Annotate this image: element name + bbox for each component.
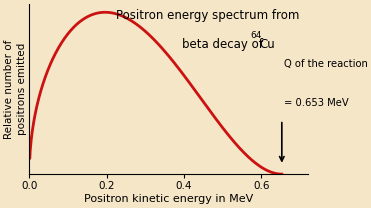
Text: Positron energy spectrum from: Positron energy spectrum from [116, 9, 299, 22]
Text: beta decay of: beta decay of [183, 38, 271, 51]
Text: 64: 64 [251, 31, 262, 40]
Text: Q of the reaction: Q of the reaction [284, 59, 368, 69]
Y-axis label: Relative number of
positrons emitted: Relative number of positrons emitted [4, 40, 27, 139]
Text: = 0.653 MeV: = 0.653 MeV [284, 98, 348, 108]
X-axis label: Positron kinetic energy in MeV: Positron kinetic energy in MeV [84, 194, 253, 204]
Text: Cu: Cu [260, 38, 276, 51]
